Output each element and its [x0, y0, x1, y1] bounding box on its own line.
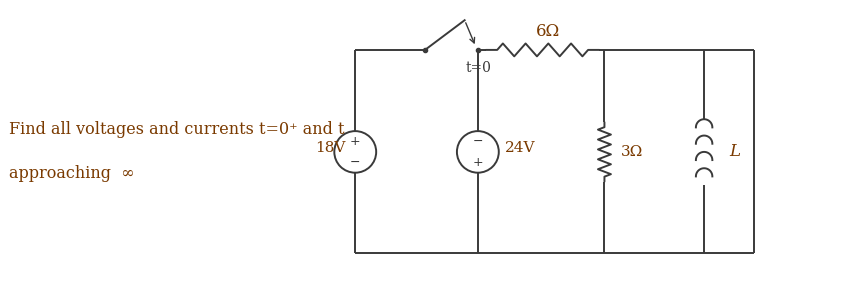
Text: t=0: t=0 [466, 61, 492, 75]
Text: −: − [472, 135, 484, 147]
Text: L: L [729, 143, 740, 160]
Text: 3Ω: 3Ω [620, 145, 643, 159]
Text: +: + [472, 156, 484, 169]
Text: Find all voltages and currents t=0⁺ and t: Find all voltages and currents t=0⁺ and … [10, 121, 345, 138]
Text: 18V: 18V [315, 141, 345, 155]
Text: 6Ω: 6Ω [535, 23, 560, 40]
Text: approaching  ∞: approaching ∞ [10, 165, 135, 182]
Text: +: + [350, 135, 361, 147]
Text: −: − [350, 156, 361, 169]
Text: 24V: 24V [505, 141, 535, 155]
